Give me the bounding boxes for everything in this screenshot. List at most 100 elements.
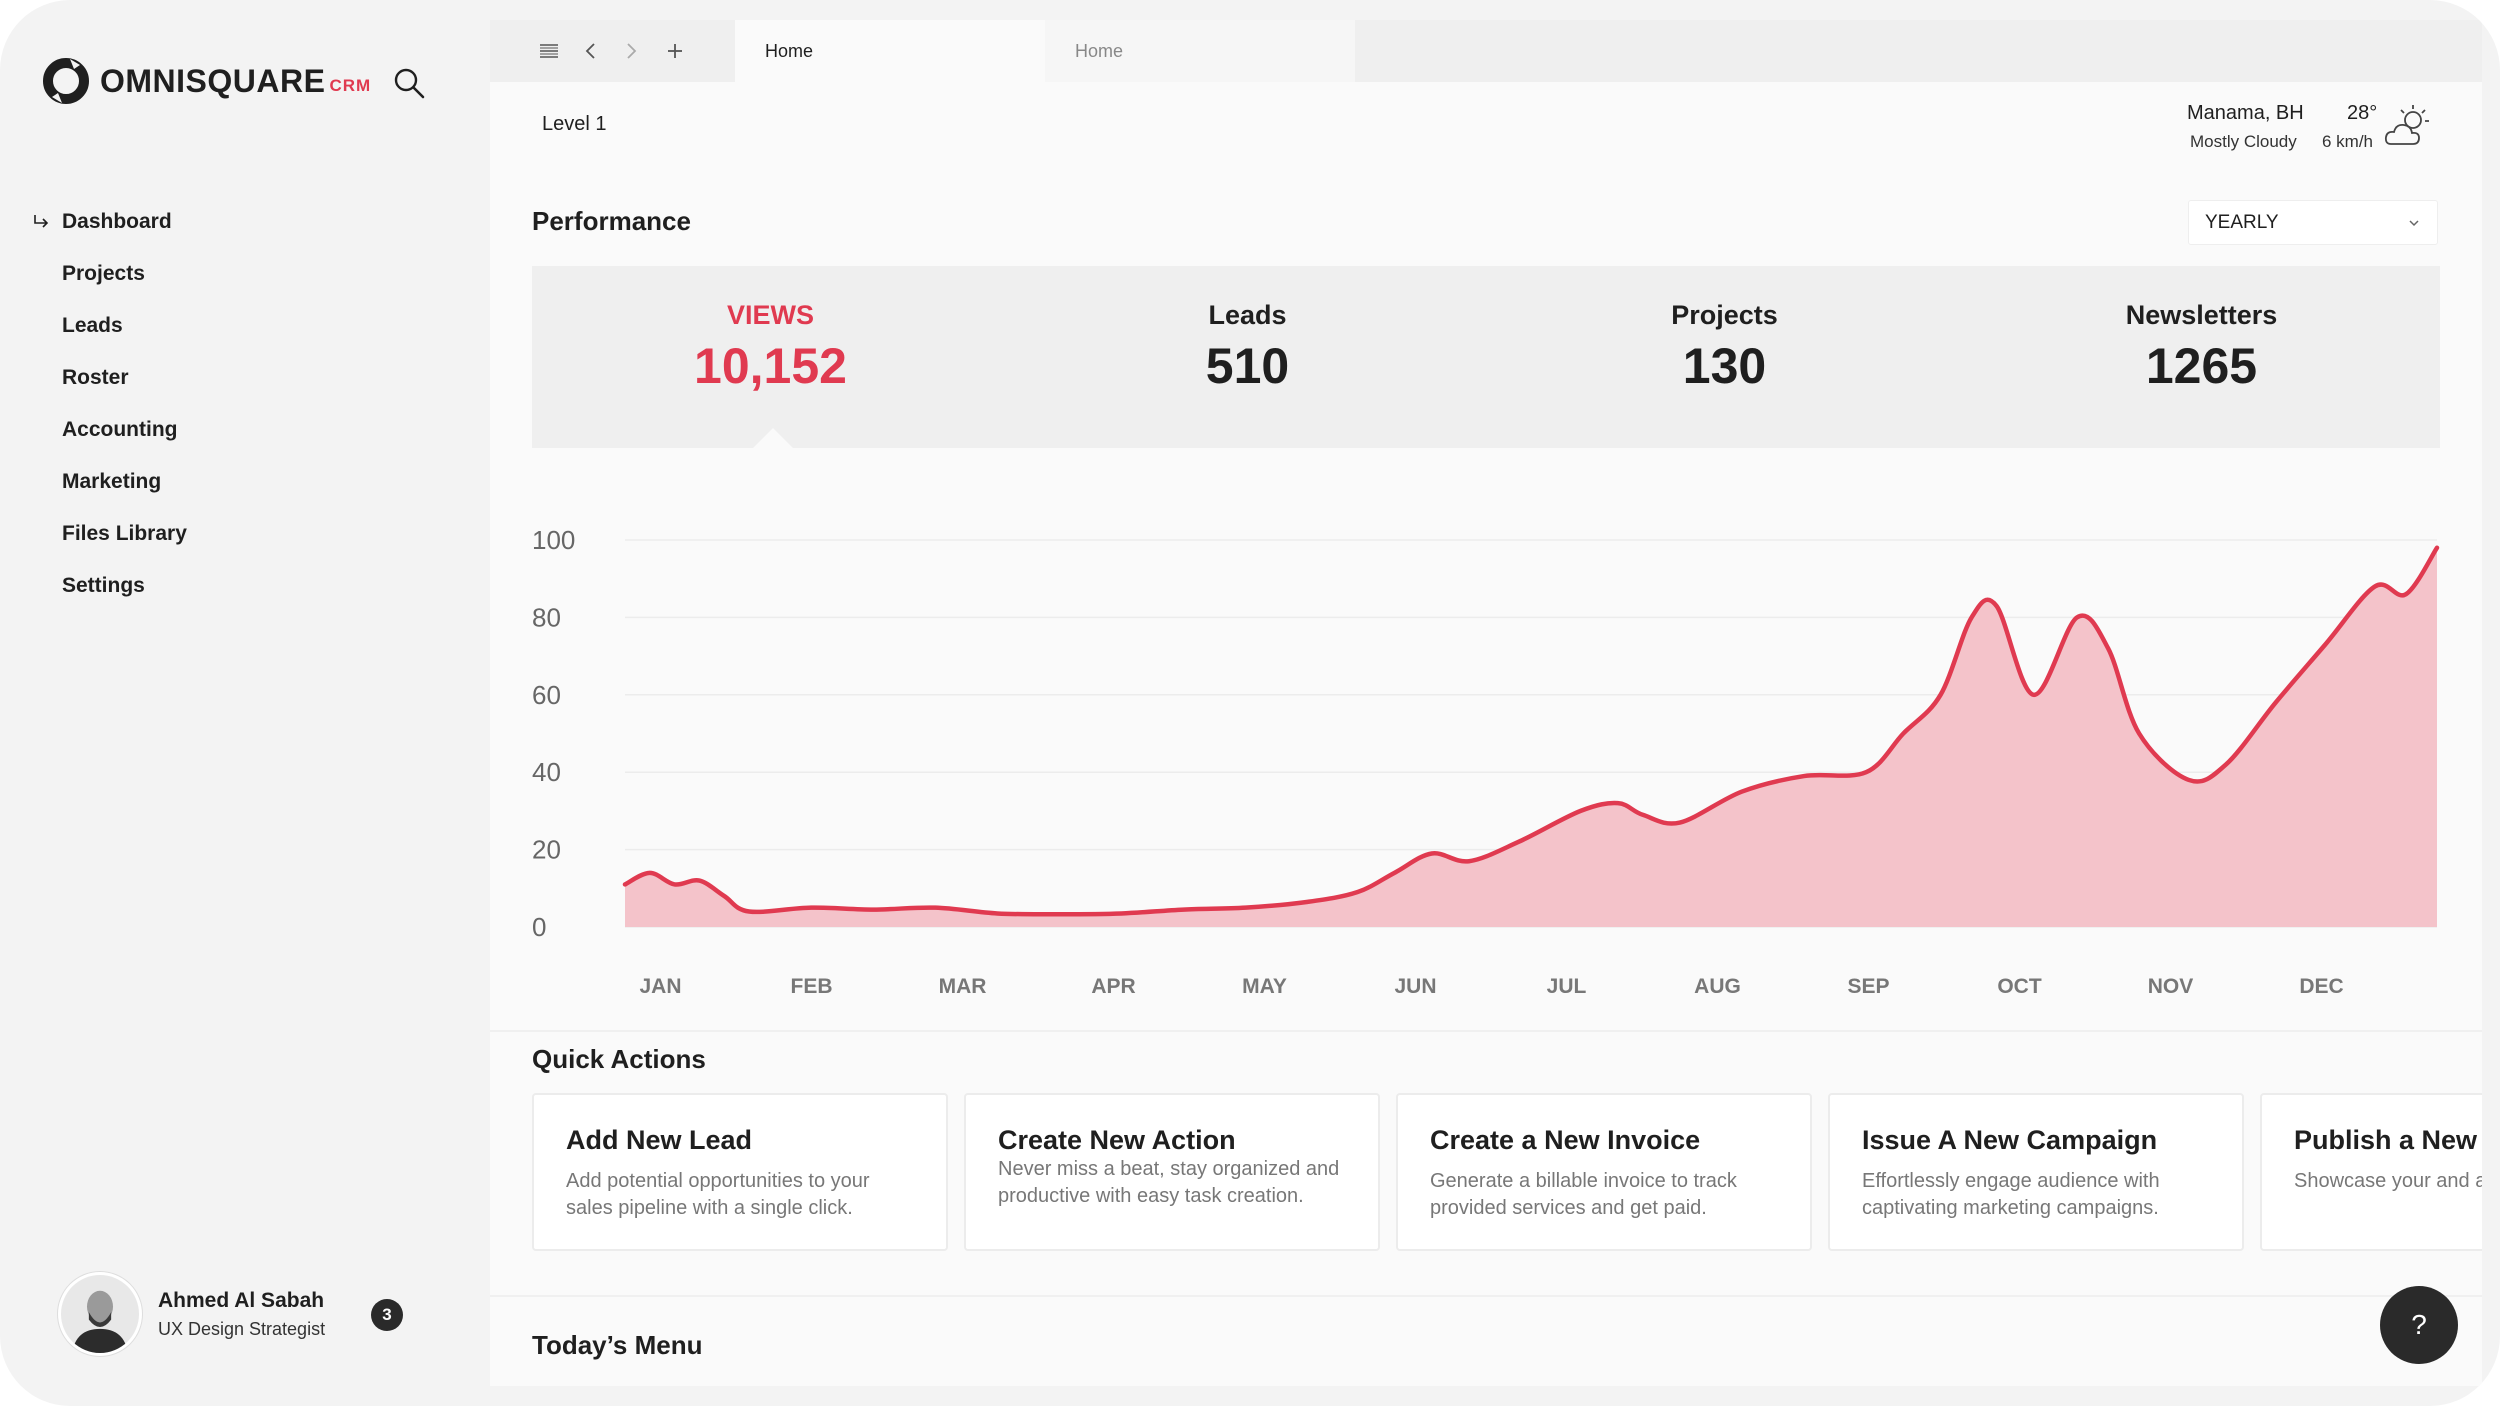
y-tick-label: 80 <box>532 602 561 632</box>
x-tick-label: NOV <box>2148 975 2194 998</box>
sidebar-item-label: Accounting <box>62 418 178 441</box>
stat-label: VIEWS <box>726 300 814 330</box>
stat-newsletters[interactable]: Newsletters 1265 <box>1963 266 2440 448</box>
quick-action-desc: Showcase your and achievements <box>2294 1170 2482 1192</box>
sidebar-item-label: Projects <box>62 262 145 285</box>
weather-city: Manama, BH <box>2187 102 2304 124</box>
return-arrow-icon <box>34 215 49 228</box>
sidebar-item-label: Dashboard <box>62 210 172 233</box>
views-series-line <box>622 545 2440 917</box>
stat-label: Newsletters <box>2125 300 2278 330</box>
weather-wind: 6 km/h <box>2322 132 2374 151</box>
chevron-down-icon <box>2409 220 2419 227</box>
period-select[interactable]: YEARLY <box>2188 200 2438 245</box>
quick-action-create-invoice[interactable]: Create a New Invoice Generate a billable… <box>1396 1093 1812 1251</box>
quick-action-desc: Generate a billable invoice to track pro… <box>1430 1170 1737 1219</box>
user-name: Ahmed Al Sabah <box>158 1288 325 1312</box>
y-tick-label: 100 <box>532 525 575 555</box>
forward-arrow-icon[interactable] <box>620 40 642 62</box>
x-tick-label: JUL <box>1547 975 1587 998</box>
x-tick-label: SEP <box>1847 975 1889 998</box>
sidebar-item-label: Roster <box>62 366 129 389</box>
performance-title: Performance <box>532 206 691 236</box>
weather-temp: 28° <box>2347 102 2378 124</box>
quick-action-publish[interactable]: Publish a New Showcase your and achievem… <box>2260 1093 2482 1251</box>
todays-menu-title: Today’s Menu <box>532 1330 703 1360</box>
stat-value: 130 <box>1682 338 1767 394</box>
sidebar-item-marketing[interactable]: Marketing <box>0 456 490 508</box>
user-profile[interactable]: Ahmed Al Sabah UX Design Strategist 3 <box>58 1272 418 1356</box>
menu-icon[interactable] <box>538 40 560 62</box>
sidebar-item-label: Leads <box>62 314 123 337</box>
y-tick-label: 40 <box>532 757 561 787</box>
back-arrow-icon[interactable] <box>580 40 602 62</box>
sidebar-item-leads[interactable]: Leads <box>0 300 490 352</box>
partly-cloudy-icon <box>2384 105 2429 145</box>
stats-bar: VIEWS 10,152 Leads 510 Projects 130 News… <box>532 266 2440 452</box>
active-stat-pointer <box>749 428 797 452</box>
stat-label: Leads <box>1208 300 1287 330</box>
avatar[interactable] <box>58 1272 142 1356</box>
quick-action-title: Create a New Invoice <box>1430 1125 1701 1155</box>
sidebar-item-accounting[interactable]: Accounting <box>0 404 490 456</box>
sidebar-nav: Dashboard Projects Leads Roster Accounti… <box>0 196 490 612</box>
brand-name: OMNISQUARE <box>100 62 326 99</box>
x-tick-label: OCT <box>1997 975 2042 998</box>
brand-logo[interactable]: OMNISQUARE CRM <box>40 55 371 107</box>
sidebar-item-label: Settings <box>62 574 145 597</box>
stat-value: 510 <box>1205 338 1290 394</box>
sidebar-item-label: Marketing <box>62 470 162 493</box>
quick-actions-title: Quick Actions <box>532 1044 706 1074</box>
x-tick-label: MAR <box>939 975 987 998</box>
x-tick-label: APR <box>1091 975 1135 998</box>
stat-leads[interactable]: Leads 510 <box>1009 266 1486 448</box>
stat-label: Projects <box>1671 300 1778 330</box>
performance-chart: 0 20 40 60 80 100 JAN FEB MAR APR MAY JUN JUL AUG SEP O… <box>532 525 2440 998</box>
sidebar: OMNISQUARE CRM Dashboard Projects Leads … <box>0 0 490 1406</box>
help-button[interactable]: ? <box>2380 1286 2458 1364</box>
x-tick-label: AUG <box>1694 975 1741 998</box>
tab-home[interactable]: Home <box>1045 20 1355 82</box>
notification-badge[interactable]: 3 <box>371 1299 403 1331</box>
y-tick-label: 20 <box>532 835 561 865</box>
user-portrait-icon <box>61 1275 139 1353</box>
quick-action-title: Publish a New <box>2294 1125 2478 1155</box>
stat-projects[interactable]: Projects 130 <box>1486 266 1963 448</box>
tab-home-active[interactable]: Home <box>735 20 1045 82</box>
main-panel: Home Home Level 1 Manama, BH 28° Mostly … <box>490 20 2482 1386</box>
sidebar-item-files-library[interactable]: Files Library <box>0 508 490 560</box>
x-tick-label: FEB <box>791 975 833 998</box>
quick-action-create-action[interactable]: Create New Action Never miss a beat, sta… <box>964 1093 1380 1251</box>
quick-action-title: Issue A New Campaign <box>1862 1125 2158 1155</box>
new-tab-plus-icon[interactable] <box>664 40 686 62</box>
quick-action-desc: Effortlessly engage audience with captiv… <box>1862 1170 2160 1219</box>
y-tick-label: 60 <box>532 680 561 710</box>
tab-label: Home <box>765 40 814 61</box>
weather-widget: Manama, BH 28° Mostly Cloudy 6 km/h <box>2187 102 2457 166</box>
sidebar-item-projects[interactable]: Projects <box>0 248 490 300</box>
quick-action-desc: Add potential opportunities to your sale… <box>566 1170 870 1219</box>
brand-suffix: CRM <box>329 76 372 95</box>
x-tick-label: JUN <box>1394 975 1436 998</box>
user-info: Ahmed Al Sabah UX Design Strategist <box>158 1289 325 1340</box>
weather-desc: Mostly Cloudy <box>2190 132 2297 151</box>
x-tick-label: MAY <box>1242 975 1287 998</box>
quick-action-desc: Never miss a beat, stay organized and pr… <box>998 1158 1340 1207</box>
search-icon[interactable] <box>392 66 426 100</box>
sidebar-item-dashboard[interactable]: Dashboard <box>0 196 490 248</box>
tab-label: Home <box>1075 40 1124 61</box>
y-tick-label: 0 <box>532 912 546 942</box>
sidebar-item-roster[interactable]: Roster <box>0 352 490 404</box>
quick-action-add-lead[interactable]: Add New Lead Add potential opportunities… <box>532 1093 948 1251</box>
stat-views[interactable]: VIEWS 10,152 <box>532 266 1009 452</box>
stat-value: 10,152 <box>694 338 847 394</box>
sidebar-item-settings[interactable]: Settings <box>0 560 490 612</box>
x-tick-label: JAN <box>639 975 681 998</box>
breadcrumb: Level 1 <box>542 113 607 135</box>
tab-bar: Home Home <box>490 20 2482 82</box>
x-tick-label: DEC <box>2299 975 2343 998</box>
quick-action-new-campaign[interactable]: Issue A New Campaign Effortlessly engage… <box>1828 1093 2244 1251</box>
user-role: UX Design Strategist <box>158 1318 326 1339</box>
period-value: YEARLY <box>2205 211 2279 233</box>
